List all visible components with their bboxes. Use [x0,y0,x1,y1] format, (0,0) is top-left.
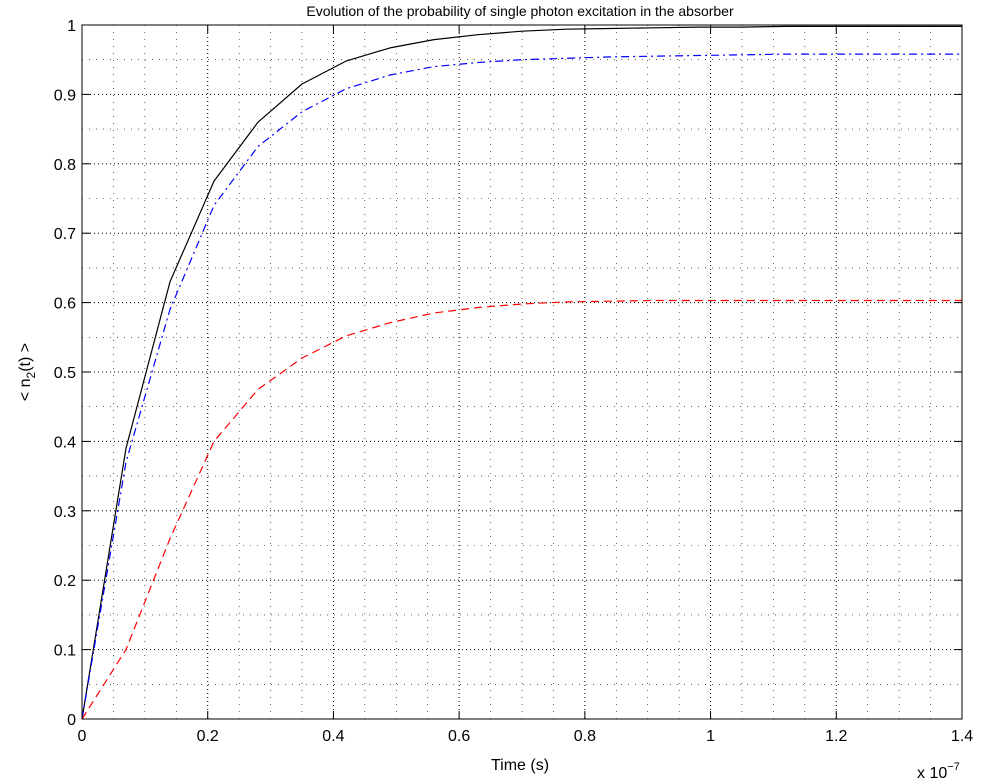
y-tick-label: 0.8 [54,157,76,174]
y-tick-label: 0.6 [54,296,76,313]
y-label-sub: 2 [24,371,38,378]
x-tick-label: 1.2 [825,728,847,745]
y-tick-label: 0.5 [54,365,76,382]
y-tick-label: 0.7 [54,226,76,243]
x-tick-label: 1.4 [951,728,973,745]
y-label-post: (t) > [17,343,34,372]
ticks: 0 0.2 0.4 0.6 0.8 1 1.2 1.4 0 0.1 0.2 0.3 0.4 0.5 0.6 0… [54,18,973,745]
y-label-pre: < n [17,378,34,401]
series-group [81,25,962,720]
grid [82,25,962,719]
y-tick-label: 0 [67,712,76,729]
y-tick-label: 0.4 [54,434,76,451]
y-tick-label: 0.3 [54,504,76,521]
x-tick-label: 0.8 [574,728,596,745]
x-tick-label: 1 [706,728,715,745]
y-tick-label: 0.9 [54,87,76,104]
x-exponent-power: −7 [947,761,960,773]
y-axis-label: < n2(t) > [17,343,38,401]
y-tick-label: 0.2 [54,573,76,590]
x-axis-exponent: x 10−7 [917,761,960,782]
x-exponent-base: x 10 [917,765,947,782]
x-tick-label: 0.2 [197,728,219,745]
series-line-3 [81,299,962,720]
x-tick-label: 0.6 [448,728,470,745]
chart-title: Evolution of the probability of single p… [306,3,734,19]
y-tick-label: 0.1 [54,643,76,660]
x-tick-label: 0.4 [322,728,344,745]
y-tick-label: 1 [67,18,76,35]
x-tick-label: 0 [78,728,87,745]
series-line-1 [81,25,962,720]
x-axis-label: Time (s) [491,757,549,774]
